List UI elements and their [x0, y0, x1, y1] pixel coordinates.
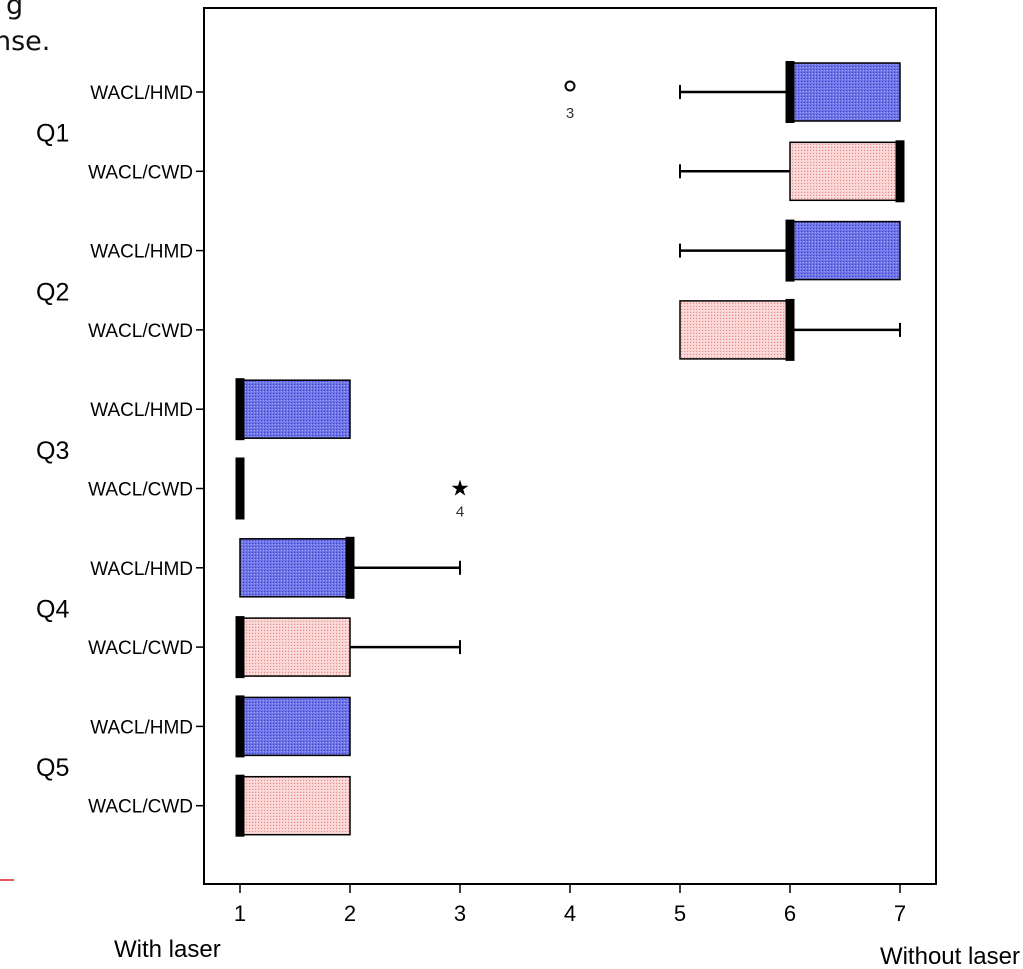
- row-label-q5-cwd: WACL/CWD: [88, 797, 193, 818]
- boxes: 3 ★ 4: [235, 61, 905, 837]
- header-fragment-line1: g: [6, 0, 24, 21]
- median-q5-cwd: [235, 774, 245, 837]
- row-label-q1-cwd: WACL/CWD: [88, 162, 193, 183]
- x-tick-label-4: 4: [564, 901, 576, 926]
- x-end-label-right: Without laser: [880, 943, 1020, 969]
- x-tick-label-2: 2: [344, 901, 356, 926]
- row-label-q2-cwd: WACL/CWD: [88, 321, 193, 342]
- x-tick-label-6: 6: [784, 901, 796, 926]
- x-end-label-left: With laser: [114, 936, 221, 963]
- median-q1-cwd: [895, 140, 905, 203]
- median-q3-cwd: [235, 457, 245, 520]
- box-q4-cwd: [239, 617, 351, 677]
- x-tick-label-1: 1: [234, 901, 246, 926]
- group-label-q3: Q3: [36, 437, 69, 465]
- box-q5-cwd: [239, 775, 351, 836]
- box-q4-hmd: [239, 538, 351, 598]
- outlier-star-q3-cwd: ★: [450, 477, 470, 502]
- group-label-q2: Q2: [36, 278, 69, 306]
- box-q2-cwd: [679, 300, 791, 360]
- median-q4-cwd: [235, 616, 245, 679]
- row-label-q4-hmd: WACL/HMD: [90, 559, 193, 580]
- row-label-q4-cwd: WACL/CWD: [88, 638, 193, 659]
- x-tick-label-3: 3: [454, 901, 466, 926]
- box-q1-hmd: [789, 62, 901, 122]
- median-q4-hmd: [345, 536, 355, 599]
- x-tick-label-5: 5: [674, 901, 686, 926]
- x-axis: 1 2 3 4 5 6 7 With laser Without laser: [114, 884, 1020, 969]
- outlier-circle-q1-hmd: [564, 80, 576, 92]
- median-q5-hmd: [235, 695, 245, 758]
- group-label-q1: Q1: [36, 120, 69, 148]
- header-fragment-line2: nse.: [0, 26, 51, 57]
- row-label-q3-cwd: WACL/CWD: [88, 480, 193, 501]
- x-tick-label-7: 7: [894, 901, 906, 926]
- group-label-q4: Q4: [36, 595, 69, 623]
- row-label-q2-hmd: WACL/HMD: [90, 242, 193, 263]
- median-q2-hmd: [785, 219, 795, 282]
- box-q2-hmd: [789, 220, 901, 281]
- row-label-q3-hmd: WACL/HMD: [90, 400, 193, 421]
- median-q3-hmd: [235, 378, 245, 441]
- outlier-label-q3-cwd: 4: [456, 504, 464, 521]
- median-q2-cwd: [785, 298, 795, 361]
- row-label-q5-hmd: WACL/HMD: [90, 717, 193, 738]
- row-label-q1-hmd: WACL/HMD: [90, 83, 193, 104]
- box-q3-hmd: [239, 379, 351, 439]
- y-axis: Q1 WACL/HMD WACL/CWD Q2 WACL/HMD WACL/CWD Q3 WA…: [36, 83, 204, 818]
- group-label-q5: Q5: [36, 754, 69, 782]
- box-q5-hmd: [239, 696, 351, 757]
- outlier-label-q1-hmd: 3: [566, 105, 574, 122]
- median-q1-hmd: [785, 61, 795, 123]
- box-q1-cwd: [789, 141, 901, 202]
